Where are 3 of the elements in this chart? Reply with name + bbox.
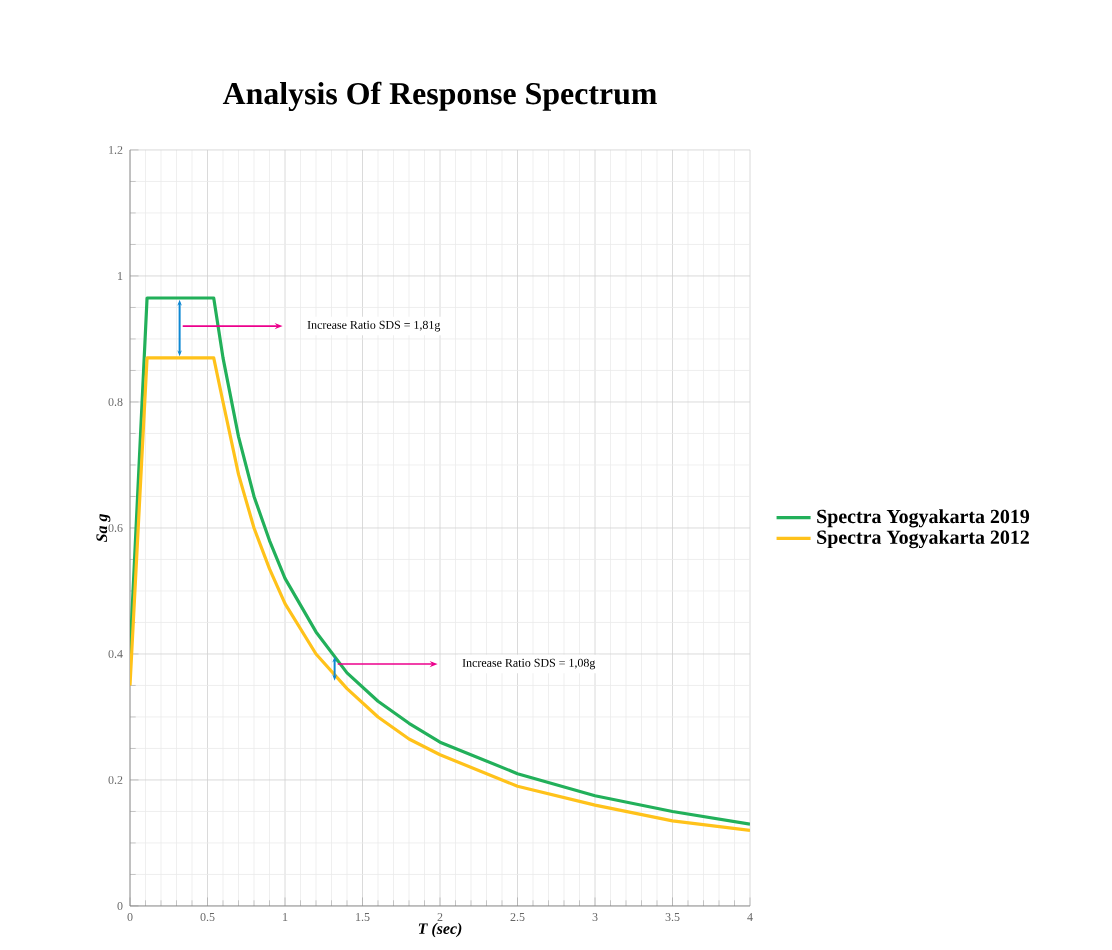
- legend-label: Spectra Yogyakarta 2019: [817, 509, 1030, 528]
- legend-label: Spectra Yogyakarta 2012: [817, 529, 1029, 549]
- chart-title: Analysis Of Response Spectrum: [222, 81, 657, 111]
